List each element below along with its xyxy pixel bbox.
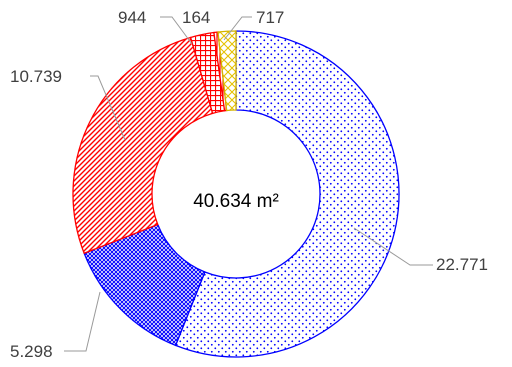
leader-line-10.739 [90, 75, 126, 141]
slice-value-label-164: 164 [182, 8, 210, 27]
leader-line-5.298 [64, 291, 101, 352]
donut-slice-10.739 [72, 36, 214, 255]
leader-line-717 [223, 16, 252, 41]
leader-line-944 [160, 16, 193, 45]
slice-value-label-10.739: 10.739 [10, 67, 62, 86]
slice-value-label-717: 717 [256, 8, 284, 27]
donut-slice-22.771 [174, 30, 400, 358]
slice-value-label-5.298: 5.298 [10, 342, 53, 361]
center-total-label: 40.634 m² [193, 191, 279, 212]
slice-value-label-944: 944 [118, 8, 146, 27]
leader-line-22.771 [353, 227, 433, 266]
slice-value-label-22.771: 22.771 [436, 255, 488, 274]
donut-slice-717 [217, 30, 237, 112]
